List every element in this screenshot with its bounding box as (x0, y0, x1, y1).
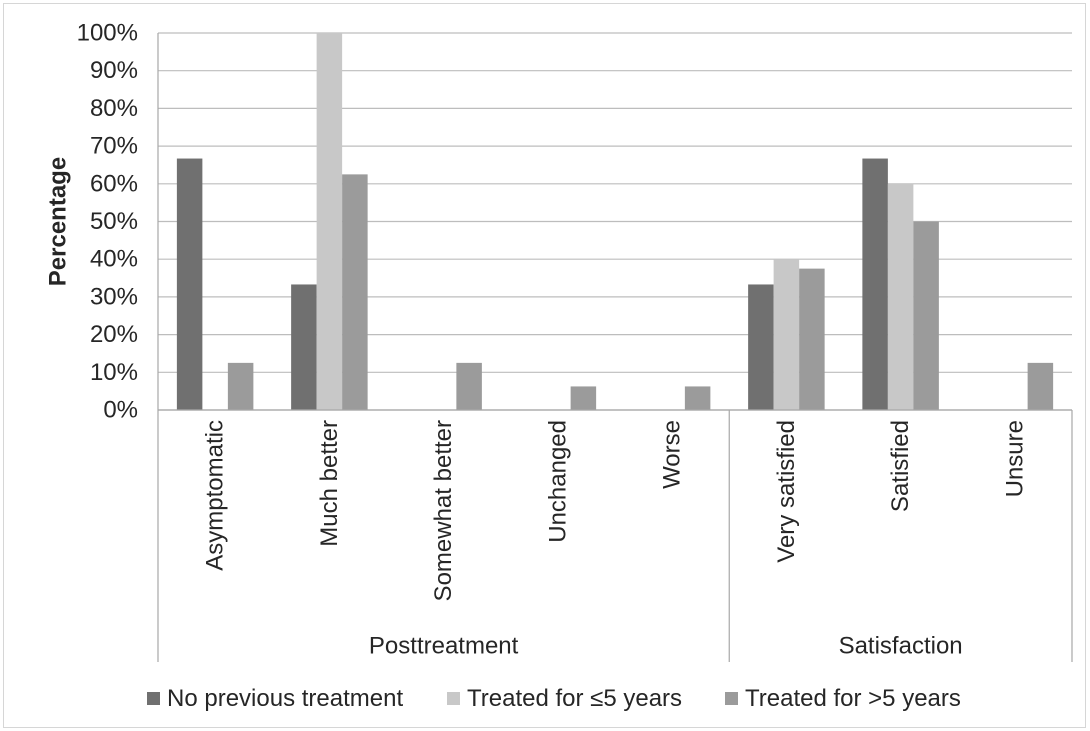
y-tick-label: 10% (90, 359, 138, 386)
category-label-very-satisfied: Very satisfied (773, 420, 800, 563)
legend-item-no-previous-treatment: No previous treatment (147, 685, 403, 712)
bar-treated-for-gt5-years-worse (685, 386, 711, 410)
legend-swatch-no-previous-treatment (147, 692, 160, 705)
bar-treated-for-le5-years-very-satisfied (774, 259, 800, 410)
legend-swatch-treated-for-gt5-years (725, 692, 738, 705)
y-tick-label: 0% (103, 397, 138, 424)
legend-label-treated-for-le5-years: Treated for ≤5 years (467, 685, 682, 712)
y-tick-label: 40% (90, 246, 138, 273)
y-tick-label: 60% (90, 170, 138, 197)
category-labels: Asymptomatic Much better Somewhat better Un… (202, 420, 1029, 601)
bar-treated-for-gt5-years-satisfied (913, 222, 939, 411)
category-label-much-better: Much better (316, 420, 343, 547)
category-label-somewhat-better: Somewhat better (430, 420, 457, 601)
y-tick-label: 70% (90, 133, 138, 160)
category-group-labels: Posttreatment Satisfaction (369, 633, 963, 660)
y-tick-label: 30% (90, 283, 138, 310)
bar-treated-for-le5-years-much-better (317, 33, 343, 410)
y-tick-label: 80% (90, 95, 138, 122)
category-label-worse: Worse (659, 420, 686, 489)
category-label-unsure: Unsure (1001, 420, 1028, 497)
legend-label-treated-for-gt5-years: Treated for >5 years (745, 685, 961, 712)
legend-swatch-treated-for-le5-years (447, 692, 460, 705)
y-tick-label: 100% (77, 20, 138, 47)
category-label-satisfied: Satisfied (887, 420, 914, 512)
legend-item-treated-for-gt5-years: Treated for >5 years (725, 685, 961, 712)
y-tick-label: 20% (90, 321, 138, 348)
bar-treated-for-gt5-years-very-satisfied (799, 269, 825, 410)
bar-no-previous-treatment-much-better (291, 284, 317, 410)
category-group-label-satisfaction: Satisfaction (839, 633, 963, 660)
bar-treated-for-le5-years-satisfied (888, 184, 914, 410)
bar-treated-for-gt5-years-unsure (1028, 363, 1054, 410)
legend-label-no-previous-treatment: No previous treatment (167, 685, 403, 712)
bar-treated-for-gt5-years-asymptomatic (228, 363, 254, 410)
bar-no-previous-treatment-asymptomatic (177, 159, 203, 410)
bar-no-previous-treatment-satisfied (862, 159, 888, 410)
y-tick-label: 90% (90, 57, 138, 84)
y-tick-label: 50% (90, 208, 138, 235)
bar-treated-for-gt5-years-much-better (342, 174, 368, 410)
legend: No previous treatment Treated for ≤5 year… (147, 685, 961, 712)
bar-treated-for-gt5-years-somewhat-better (456, 363, 482, 410)
bar-no-previous-treatment-very-satisfied (748, 284, 774, 410)
category-label-asymptomatic: Asymptomatic (202, 420, 229, 571)
category-label-unchanged: Unchanged (544, 420, 571, 543)
bar-treated-for-gt5-years-unchanged (571, 386, 597, 410)
y-tick-labels: 0% 10% 20% 30% 40% 50% 60% 70% 80% 90% 100% (77, 20, 138, 424)
category-group-label-posttreatment: Posttreatment (369, 633, 519, 660)
y-axis-title: Percentage (45, 157, 72, 286)
legend-item-treated-for-le5-years: Treated for ≤5 years (447, 685, 682, 712)
